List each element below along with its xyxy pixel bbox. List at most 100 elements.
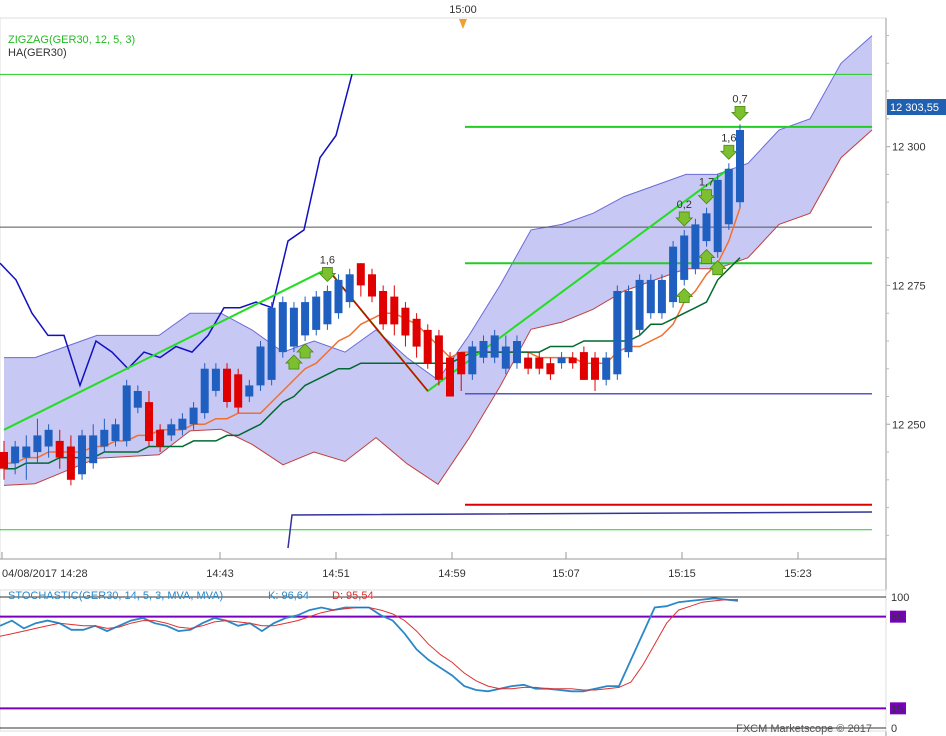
y-tick-label: 12 275 — [892, 280, 926, 292]
candle-body[interactable] — [55, 440, 64, 458]
candle-body[interactable] — [691, 224, 700, 269]
x-tick-label: 14:43 — [206, 568, 234, 580]
up-arrow-icon[interactable] — [708, 260, 727, 276]
candle-body[interactable] — [312, 296, 321, 330]
candle-body[interactable] — [301, 302, 310, 336]
candle-body[interactable] — [211, 368, 220, 391]
candle-body[interactable] — [66, 446, 75, 480]
candle-body[interactable] — [568, 357, 577, 364]
candle-body[interactable] — [133, 391, 142, 408]
candle-body[interactable] — [702, 213, 711, 242]
candle-body[interactable] — [680, 235, 689, 280]
candle-body[interactable] — [490, 335, 499, 358]
candle-body[interactable] — [33, 435, 42, 453]
candle-body[interactable] — [423, 329, 432, 364]
candle-body[interactable] — [289, 307, 298, 347]
candle-body[interactable] — [78, 435, 86, 475]
candle-body[interactable] — [0, 452, 8, 469]
down-arrow-icon[interactable] — [731, 106, 749, 121]
candle-body[interactable] — [635, 279, 644, 330]
candle-body[interactable] — [278, 302, 287, 353]
candle-body[interactable] — [468, 346, 477, 375]
up-arrow-icon[interactable] — [296, 343, 315, 359]
candle-body[interactable] — [579, 352, 588, 380]
candle-body[interactable] — [167, 424, 176, 436]
candle-body[interactable] — [11, 446, 20, 464]
candle-body[interactable] — [122, 385, 131, 441]
candle-body[interactable] — [446, 357, 454, 397]
candle-body[interactable] — [356, 263, 365, 286]
candle-body[interactable] — [89, 435, 98, 464]
down-arrow-icon[interactable] — [719, 144, 738, 160]
candle-body[interactable] — [602, 357, 611, 380]
x-tick-label: 14:59 — [438, 568, 466, 580]
candle-body[interactable] — [524, 357, 533, 369]
candle-body[interactable] — [111, 424, 120, 441]
candle-body[interactable] — [546, 363, 555, 375]
up-arrow-icon[interactable] — [675, 287, 694, 303]
up-arrow-icon[interactable] — [284, 354, 303, 370]
x-tick-label: 15:15 — [668, 568, 696, 580]
stochastic-legend: STOCHASTIC(GER30, 14, 5, 3, MVA, MVA) — [8, 590, 223, 602]
time-marker-icon[interactable] — [459, 19, 467, 29]
candle-body[interactable] — [245, 385, 254, 397]
candle-body[interactable] — [557, 357, 566, 364]
zigzag-down-leg — [326, 268, 429, 392]
candle-body[interactable] — [368, 274, 376, 297]
zigzag-legend: ZIGZAG(GER30, 12, 5, 3) — [8, 34, 135, 46]
candle-body[interactable] — [412, 318, 421, 347]
candle-body[interactable] — [267, 307, 276, 380]
signal-label: 1,6 — [721, 132, 736, 144]
candle-body[interactable] — [379, 291, 388, 325]
candle-body[interactable] — [189, 407, 198, 425]
candle-body[interactable] — [736, 130, 744, 203]
candle-body[interactable] — [323, 291, 332, 325]
candle-body[interactable] — [434, 335, 443, 380]
candle-body[interactable] — [401, 307, 410, 336]
candle-body[interactable] — [457, 352, 466, 375]
candle-body[interactable] — [479, 341, 488, 358]
signal-label: 1,6 — [320, 254, 335, 266]
candle-body[interactable] — [591, 357, 599, 380]
candle-body[interactable] — [223, 368, 231, 402]
stochastic-panel — [0, 589, 887, 732]
x-tick-label: 15:23 — [784, 568, 812, 580]
down-arrow-icon[interactable] — [318, 267, 337, 283]
candle-body[interactable] — [390, 296, 399, 325]
candle-body[interactable] — [256, 346, 265, 386]
candle-body[interactable] — [724, 168, 733, 225]
up-arrow-icon[interactable] — [697, 249, 716, 264]
candle-body[interactable] — [624, 291, 633, 353]
candle-body[interactable] — [100, 429, 109, 447]
signal-label: 1,7 — [699, 177, 714, 189]
time-marker-label: 15:00 — [449, 4, 477, 16]
stoch-level-badge — [890, 702, 906, 715]
candle-body[interactable] — [145, 402, 153, 441]
candle-body[interactable] — [613, 291, 622, 375]
x-tick-label: 04/08/2017 14:28 — [2, 568, 88, 580]
ha-legend: HA(GER30) — [8, 47, 67, 59]
candle-body[interactable] — [646, 279, 655, 314]
candle-body[interactable] — [669, 246, 678, 303]
candle-body[interactable] — [234, 374, 243, 408]
candle-body[interactable] — [156, 429, 165, 447]
candle-body[interactable] — [713, 179, 722, 253]
candle-body[interactable] — [345, 274, 354, 303]
candle-body[interactable] — [334, 279, 343, 314]
down-arrow-icon[interactable] — [697, 189, 716, 205]
price-badge-label: 12 303,55 — [890, 102, 939, 114]
candle-body[interactable] — [513, 341, 521, 364]
candle-body[interactable] — [535, 357, 544, 369]
candle-body[interactable] — [22, 446, 31, 458]
candle-body[interactable] — [178, 418, 187, 430]
cloud-lower-line — [3, 129, 873, 486]
candle-body[interactable] — [657, 279, 666, 314]
x-tick-label: 15:07 — [552, 568, 580, 580]
candle-body[interactable] — [501, 346, 510, 369]
candle-body[interactable] — [44, 429, 53, 447]
down-arrow-icon[interactable] — [675, 211, 694, 227]
main-panel — [0, 17, 887, 560]
candle-body[interactable] — [200, 368, 209, 414]
stoch-k-line — [0, 597, 739, 693]
